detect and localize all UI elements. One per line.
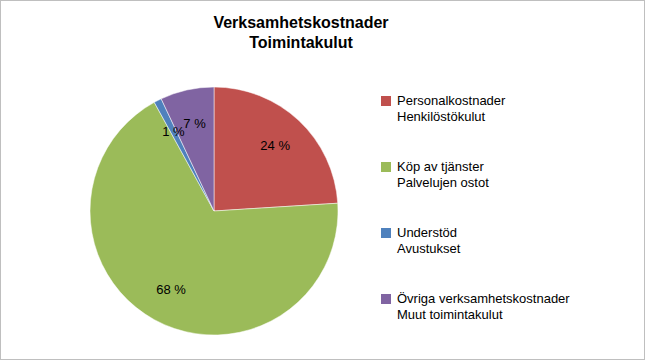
html-text:Personalkostnader Henkilöstöku: Personalkostnader Henkilöstökulut	[397, 93, 506, 124]
html-text:Övriga verksamhetskostnader Mu: Övriga verksamhetskostnader Muut toimint…	[397, 291, 570, 322]
svg-text:24 %: 24 %	[260, 138, 290, 153]
svg-text:7 %: 7 %	[183, 116, 206, 131]
html-text:Köp av tjänster Palvelujen ost: Köp av tjänster Palvelujen ostot	[397, 159, 489, 190]
svg-text:1 %: 1 %	[162, 124, 185, 139]
svg-text:68 %: 68 %	[156, 282, 186, 297]
html-text:Verksamhetskostnader Toimintak: Verksamhetskostnader Toimintakulut	[213, 14, 389, 51]
html-text:Understöd Avustukset: Understöd Avustukset	[397, 225, 461, 256]
